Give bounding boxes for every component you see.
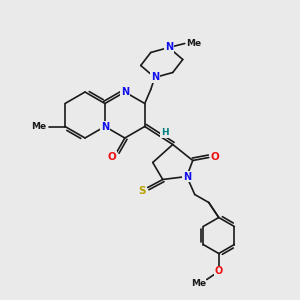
- Text: N: N: [183, 172, 191, 182]
- Text: N: N: [101, 122, 109, 131]
- Text: Me: Me: [32, 122, 46, 131]
- Text: O: O: [107, 152, 116, 162]
- Text: N: N: [121, 87, 129, 97]
- Text: Me: Me: [186, 39, 201, 48]
- Text: Me: Me: [191, 279, 206, 288]
- Text: O: O: [214, 266, 223, 277]
- Text: H: H: [161, 128, 169, 137]
- Text: O: O: [210, 152, 219, 163]
- Text: S: S: [138, 187, 146, 196]
- Text: N: N: [165, 43, 173, 52]
- Text: N: N: [151, 73, 159, 82]
